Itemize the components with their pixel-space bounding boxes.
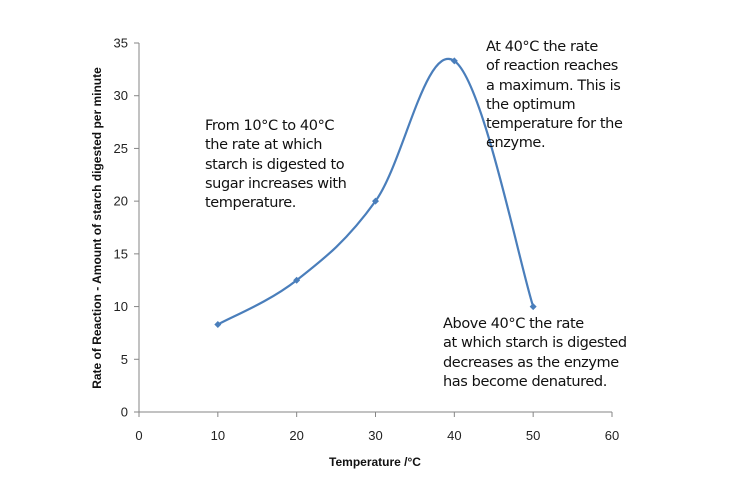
annotation-line: decreases as the enzyme	[443, 354, 619, 371]
data-point-marker	[450, 57, 458, 65]
y-tick-label: 0	[121, 405, 128, 420]
annotation-line: At 40°C the rate	[486, 39, 598, 55]
data-point-marker	[293, 276, 301, 284]
annotation-rising: From 10°C to 40°C the rate at which starch…	[205, 117, 347, 213]
x-tick-label: 40	[447, 428, 461, 443]
y-tick-label: 15	[114, 246, 128, 261]
annotation-line: temperature for the	[486, 116, 623, 133]
y-tick-label: 5	[121, 352, 128, 367]
annotation-line: starch is digested to	[205, 156, 345, 173]
annotation-denatured: Above 40°C the rate at which starch is di…	[443, 315, 627, 392]
y-axis-label: Rate of Reaction - Amount of starch dige…	[90, 67, 104, 389]
annotation-line: temperature.	[205, 195, 296, 212]
annotation-maximum: At 40°C the rate of reaction reaches a max…	[486, 38, 623, 154]
y-tick-label: 25	[114, 141, 128, 156]
annotation-line: sugar increases with	[205, 175, 347, 192]
annotation-line: of reaction reaches	[486, 58, 618, 75]
y-tick-label: 35	[114, 36, 128, 51]
x-tick-label: 0	[135, 428, 142, 443]
annotation-line: has become denatured.	[443, 373, 607, 390]
y-tick-label: 10	[114, 299, 128, 314]
annotation-line: the optimum	[486, 96, 576, 113]
series-line	[217, 57, 535, 326]
x-tick-label: 50	[526, 428, 540, 443]
data-point-marker	[372, 197, 379, 205]
annotation-line: the rate at which	[205, 137, 323, 154]
y-tick-label: 20	[114, 194, 128, 209]
annotation-line: enzyme.	[486, 135, 546, 152]
x-tick-label: 20	[289, 428, 303, 443]
data-point-marker	[214, 320, 222, 328]
x-tick-label: 10	[211, 428, 225, 443]
annotation-line: a maximum. This is	[486, 77, 621, 94]
annotation-line: From 10°C to 40°C	[205, 118, 335, 134]
x-tick-label: 60	[605, 428, 619, 443]
annotation-line: at which starch is digested	[443, 335, 627, 352]
y-tick-label: 30	[114, 88, 128, 103]
annotation-line: Above 40°C the rate	[443, 316, 584, 332]
x-tick-label: 30	[368, 428, 382, 443]
data-point-marker	[529, 303, 537, 311]
x-axis-label: Temperature /°C	[329, 455, 421, 469]
